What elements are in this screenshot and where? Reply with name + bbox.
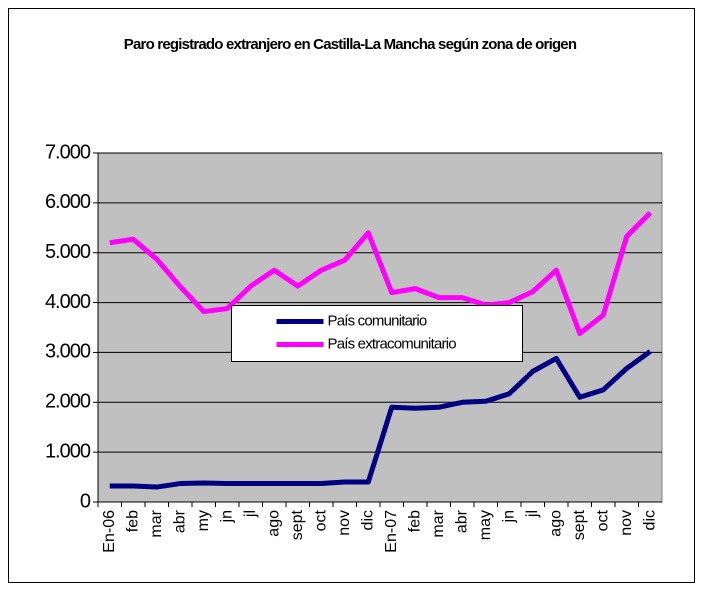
legend-label: País extracomunitario <box>328 335 457 352</box>
y-tick-label: 5.000 <box>45 241 91 263</box>
series-line <box>109 349 652 490</box>
x-tick-label: sept <box>289 509 306 540</box>
x-tick-label: feb <box>124 510 141 532</box>
x-tick-label: my <box>195 510 212 531</box>
x-tick-label: abr <box>453 509 470 533</box>
x-tick-label: En-07 <box>383 510 400 553</box>
x-tick-label: may <box>477 510 494 540</box>
x-tick-label: mar <box>148 509 165 537</box>
x-tick-label: oct <box>594 509 611 531</box>
x-tick-label: nov <box>618 510 635 536</box>
x-tick-label: jl <box>524 510 541 518</box>
x-tick-label: ago <box>265 510 282 537</box>
x-tick-label: nov <box>336 510 353 536</box>
x-tick-label: feb <box>406 510 423 532</box>
y-tick-label: 3.000 <box>45 341 91 363</box>
y-tick-label: 7.000 <box>45 141 91 163</box>
x-tick-label: ago <box>547 510 564 537</box>
x-tick-label: jl <box>242 510 259 518</box>
x-tick-label: jn <box>500 510 517 523</box>
legend-box <box>231 305 523 362</box>
y-tick-label: 4.000 <box>45 291 91 313</box>
x-tick-label: dic <box>641 510 658 530</box>
x-tick-label: abr <box>171 509 188 533</box>
y-tick-label: 1.000 <box>45 440 91 462</box>
x-tick-label: jn <box>218 510 235 523</box>
y-tick-label: 2.000 <box>45 391 91 413</box>
x-tick-label: mar <box>430 509 447 537</box>
y-tick-label: 6.000 <box>45 191 91 213</box>
x-tick-label: dic <box>359 510 376 530</box>
legend-label: País comunitario <box>328 312 427 329</box>
y-tick-label: 0 <box>80 490 91 512</box>
x-tick-label: En-06 <box>101 510 118 553</box>
chart-title: Paro registrado extranjero en Castilla-L… <box>123 36 577 53</box>
x-tick-label: oct <box>312 509 329 531</box>
series-line <box>109 211 653 336</box>
x-tick-label: sept <box>571 509 588 540</box>
